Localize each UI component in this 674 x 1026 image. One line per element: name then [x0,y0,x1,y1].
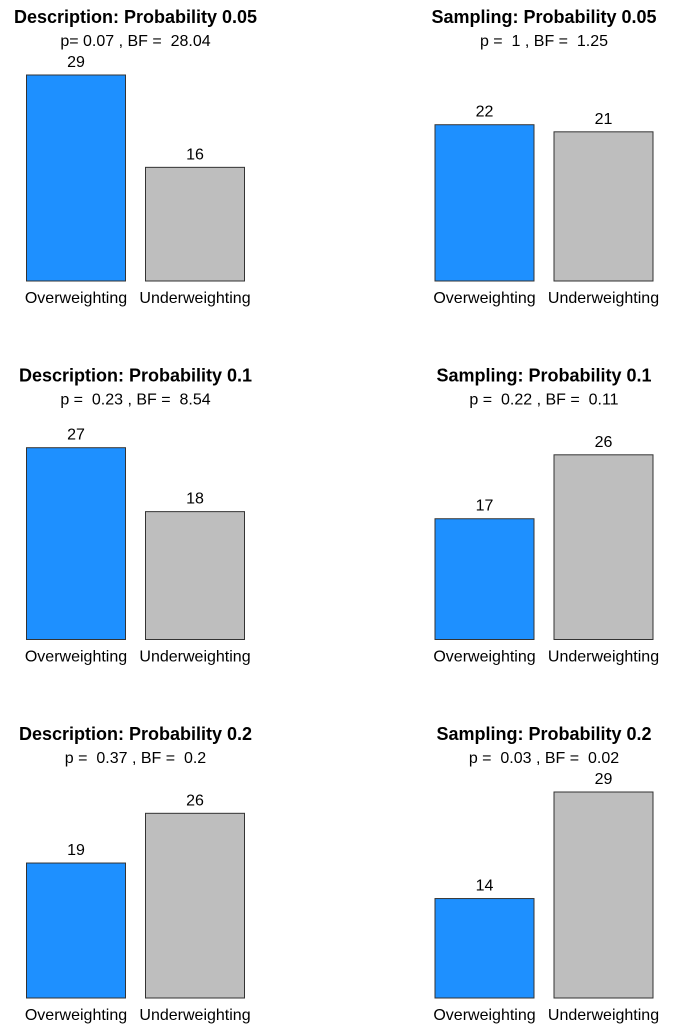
x-tick-label: Overweighting [25,1007,127,1024]
bar [434,124,535,282]
chart-subtitle: p = 0.03 , BF = 0.02 [469,750,619,767]
chart-subtitle: p = 0.37 , BF = 0.2 [65,750,207,767]
x-tick-label: Underweighting [139,649,250,666]
value-label: 18 [186,491,204,508]
bar [26,447,126,641]
value-label: 16 [186,146,204,163]
chart-subtitle: p = 0.22 , BF = 0.11 [469,392,618,409]
chart-subtitle: p= 0.07 , BF = 28.04 [60,33,210,50]
value-label: 17 [476,498,494,515]
x-tick-label: Overweighting [433,1007,535,1024]
x-tick-label: Overweighting [25,649,127,666]
value-label: 21 [595,111,613,128]
chart-title: Description: Probability 0.05 [14,7,257,27]
bar [553,791,654,999]
x-tick-label: Underweighting [139,1007,250,1024]
value-label: 26 [186,792,204,809]
value-label: 26 [595,434,613,451]
x-tick-label: Underweighting [139,290,250,307]
x-tick-label: Underweighting [548,649,659,666]
bar [434,518,535,641]
bar [145,511,245,641]
bar [553,454,654,640]
bar [26,74,126,282]
value-label: 14 [476,878,494,895]
x-tick-label: Underweighting [548,290,659,307]
value-label: 27 [67,427,85,444]
value-label: 29 [595,771,613,788]
x-tick-label: Overweighting [25,290,127,307]
bar [145,812,245,999]
value-label: 22 [476,104,494,121]
value-label: 29 [67,54,85,71]
x-tick-label: Overweighting [433,649,535,666]
bar [145,166,245,282]
chart-title: Sampling: Probability 0.2 [436,724,651,744]
bar [553,131,654,282]
chart-title: Description: Probability 0.1 [19,366,252,386]
chart-title: Sampling: Probability 0.1 [436,366,651,386]
bar [26,862,126,999]
chart-subtitle: p = 0.23 , BF = 8.54 [60,392,210,409]
chart-title: Description: Probability 0.2 [19,724,252,744]
value-label: 19 [67,842,85,859]
x-tick-label: Underweighting [548,1007,659,1024]
chart-title: Sampling: Probability 0.05 [431,7,656,27]
bar [434,898,535,999]
chart-subtitle: p = 1 , BF = 1.25 [480,33,608,50]
x-tick-label: Overweighting [433,290,535,307]
